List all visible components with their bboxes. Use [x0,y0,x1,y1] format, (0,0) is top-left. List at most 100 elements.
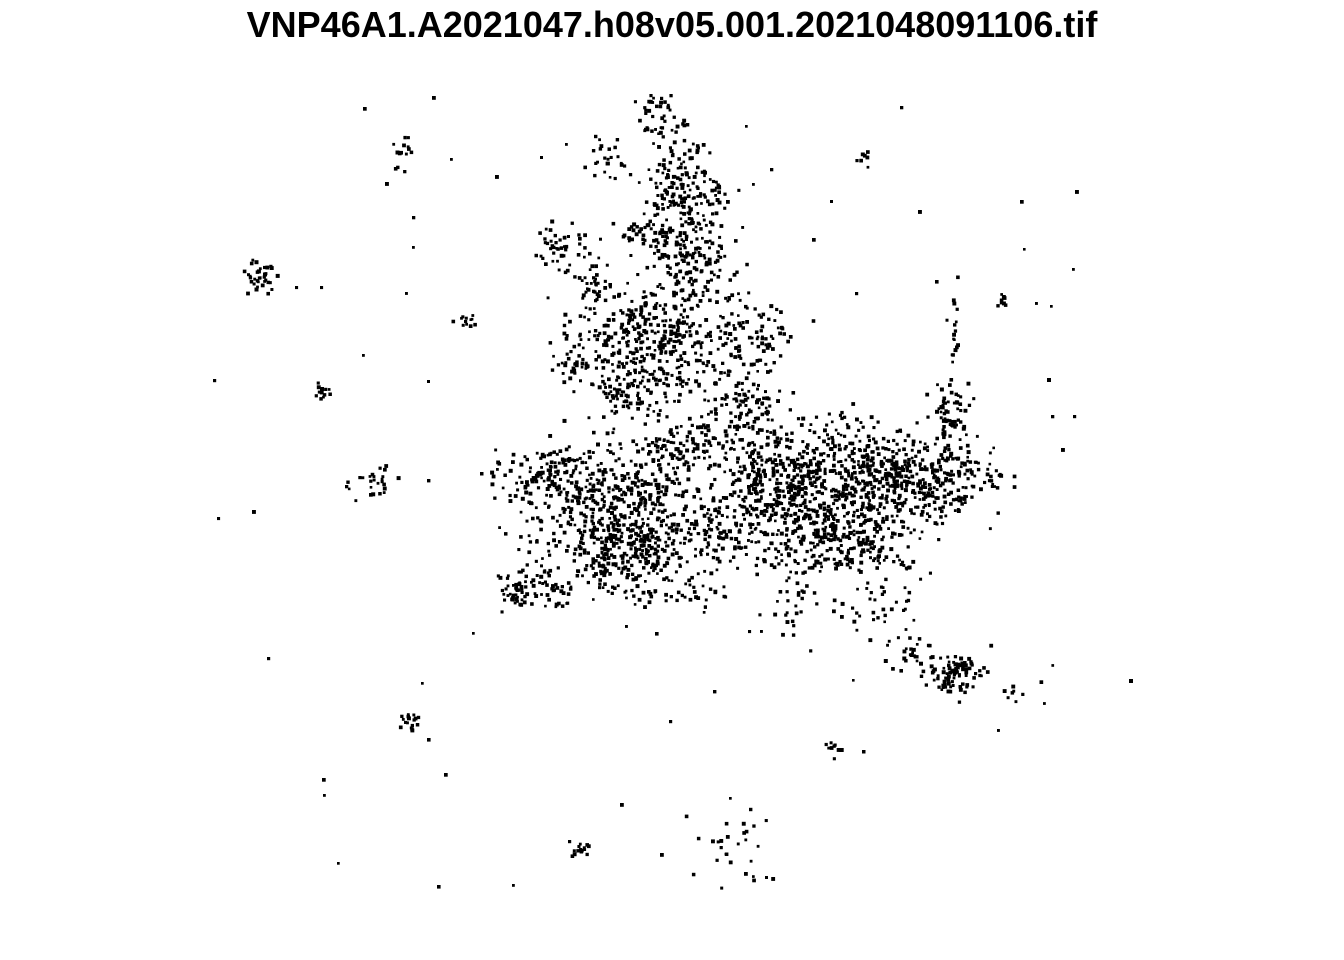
lit-pixel [764,362,768,366]
lit-pixel [664,599,668,603]
lit-pixel [864,493,869,497]
lit-pixel [629,556,632,560]
lit-pixel [787,484,792,488]
lit-pixel [705,545,709,549]
lit-pixel [718,377,722,381]
lit-pixel [625,625,628,628]
lit-pixel [759,509,764,514]
lit-pixel [672,344,676,349]
lit-pixel [783,468,787,472]
lit-pixel [947,674,951,679]
lit-pixel [721,446,725,450]
lit-pixel [905,466,909,471]
lit-pixel [752,481,756,484]
lit-pixel [699,548,704,552]
lit-pixel [643,322,647,326]
lit-pixel [535,451,539,455]
lit-pixel [637,331,641,335]
lit-pixel [559,477,563,481]
lit-pixel [498,526,501,529]
lit-pixel [822,479,827,483]
lit-pixel [790,498,794,502]
lit-pixel [591,149,596,153]
lit-pixel [876,420,880,424]
lit-pixel [713,437,717,441]
lit-pixel [832,454,836,458]
lit-pixel [775,307,779,312]
lit-pixel [950,469,954,473]
lit-pixel [755,398,760,403]
lit-pixel [804,445,808,449]
lit-pixel [878,524,882,528]
lit-pixel [742,831,746,835]
lit-pixel [637,597,642,602]
lit-pixel [855,611,859,615]
lit-pixel [892,560,896,564]
lit-pixel [579,511,583,516]
lit-pixel [735,270,739,274]
lit-pixel [747,488,751,493]
lit-pixel [602,556,606,561]
lit-pixel [725,505,730,509]
lit-pixel [598,147,603,151]
lit-pixel [826,557,830,561]
lit-pixel [506,574,510,578]
lit-pixel [879,459,883,464]
lit-pixel [621,566,626,571]
lit-pixel [584,363,589,368]
lit-pixel [661,230,666,235]
lit-pixel [952,660,956,664]
lit-pixel [719,224,724,228]
lit-pixel [880,592,885,596]
lit-pixel [752,420,757,424]
lit-pixel [948,670,953,675]
lit-pixel [756,467,761,472]
lit-pixel [730,339,733,343]
lit-pixel [643,499,648,503]
lit-pixel [866,434,871,439]
lit-pixel [913,491,917,495]
lit-pixel [853,490,858,494]
lit-pixel [678,233,682,238]
lit-pixel [618,348,622,352]
lit-pixel [799,474,804,479]
lit-pixel [894,600,898,604]
lit-pixel [619,309,623,313]
lit-pixel [675,477,679,481]
lit-pixel [587,338,591,341]
lit-pixel [572,559,576,563]
lit-pixel [1002,296,1007,300]
lit-pixel [679,217,683,221]
lit-pixel [886,482,890,486]
lit-pixel [834,428,838,432]
lit-pixel [741,821,746,826]
lit-pixel [696,165,700,170]
lit-pixel [865,457,870,462]
lit-pixel [956,394,960,397]
lit-pixel [749,526,753,530]
lit-pixel [824,514,828,519]
lit-pixel [570,481,574,485]
lit-pixel [645,346,649,350]
lit-pixel [937,458,941,463]
lit-pixel [736,381,741,386]
lit-pixel [774,444,778,449]
lit-pixel [913,512,916,516]
lit-pixel [675,124,680,129]
lit-pixel [707,508,711,512]
lit-pixel [581,293,586,298]
lit-pixel [887,458,891,463]
lit-pixel [695,148,700,153]
lit-pixel [626,385,630,390]
lit-pixel [718,536,722,540]
lit-pixel [818,570,822,573]
lit-pixel [472,632,475,635]
lit-pixel [760,483,764,487]
lit-pixel [729,536,734,541]
lit-pixel [946,655,950,659]
lit-pixel [753,307,757,311]
lit-pixel [818,539,822,544]
lit-pixel [789,494,793,498]
lit-pixel [654,245,658,249]
lit-pixel [666,175,670,179]
